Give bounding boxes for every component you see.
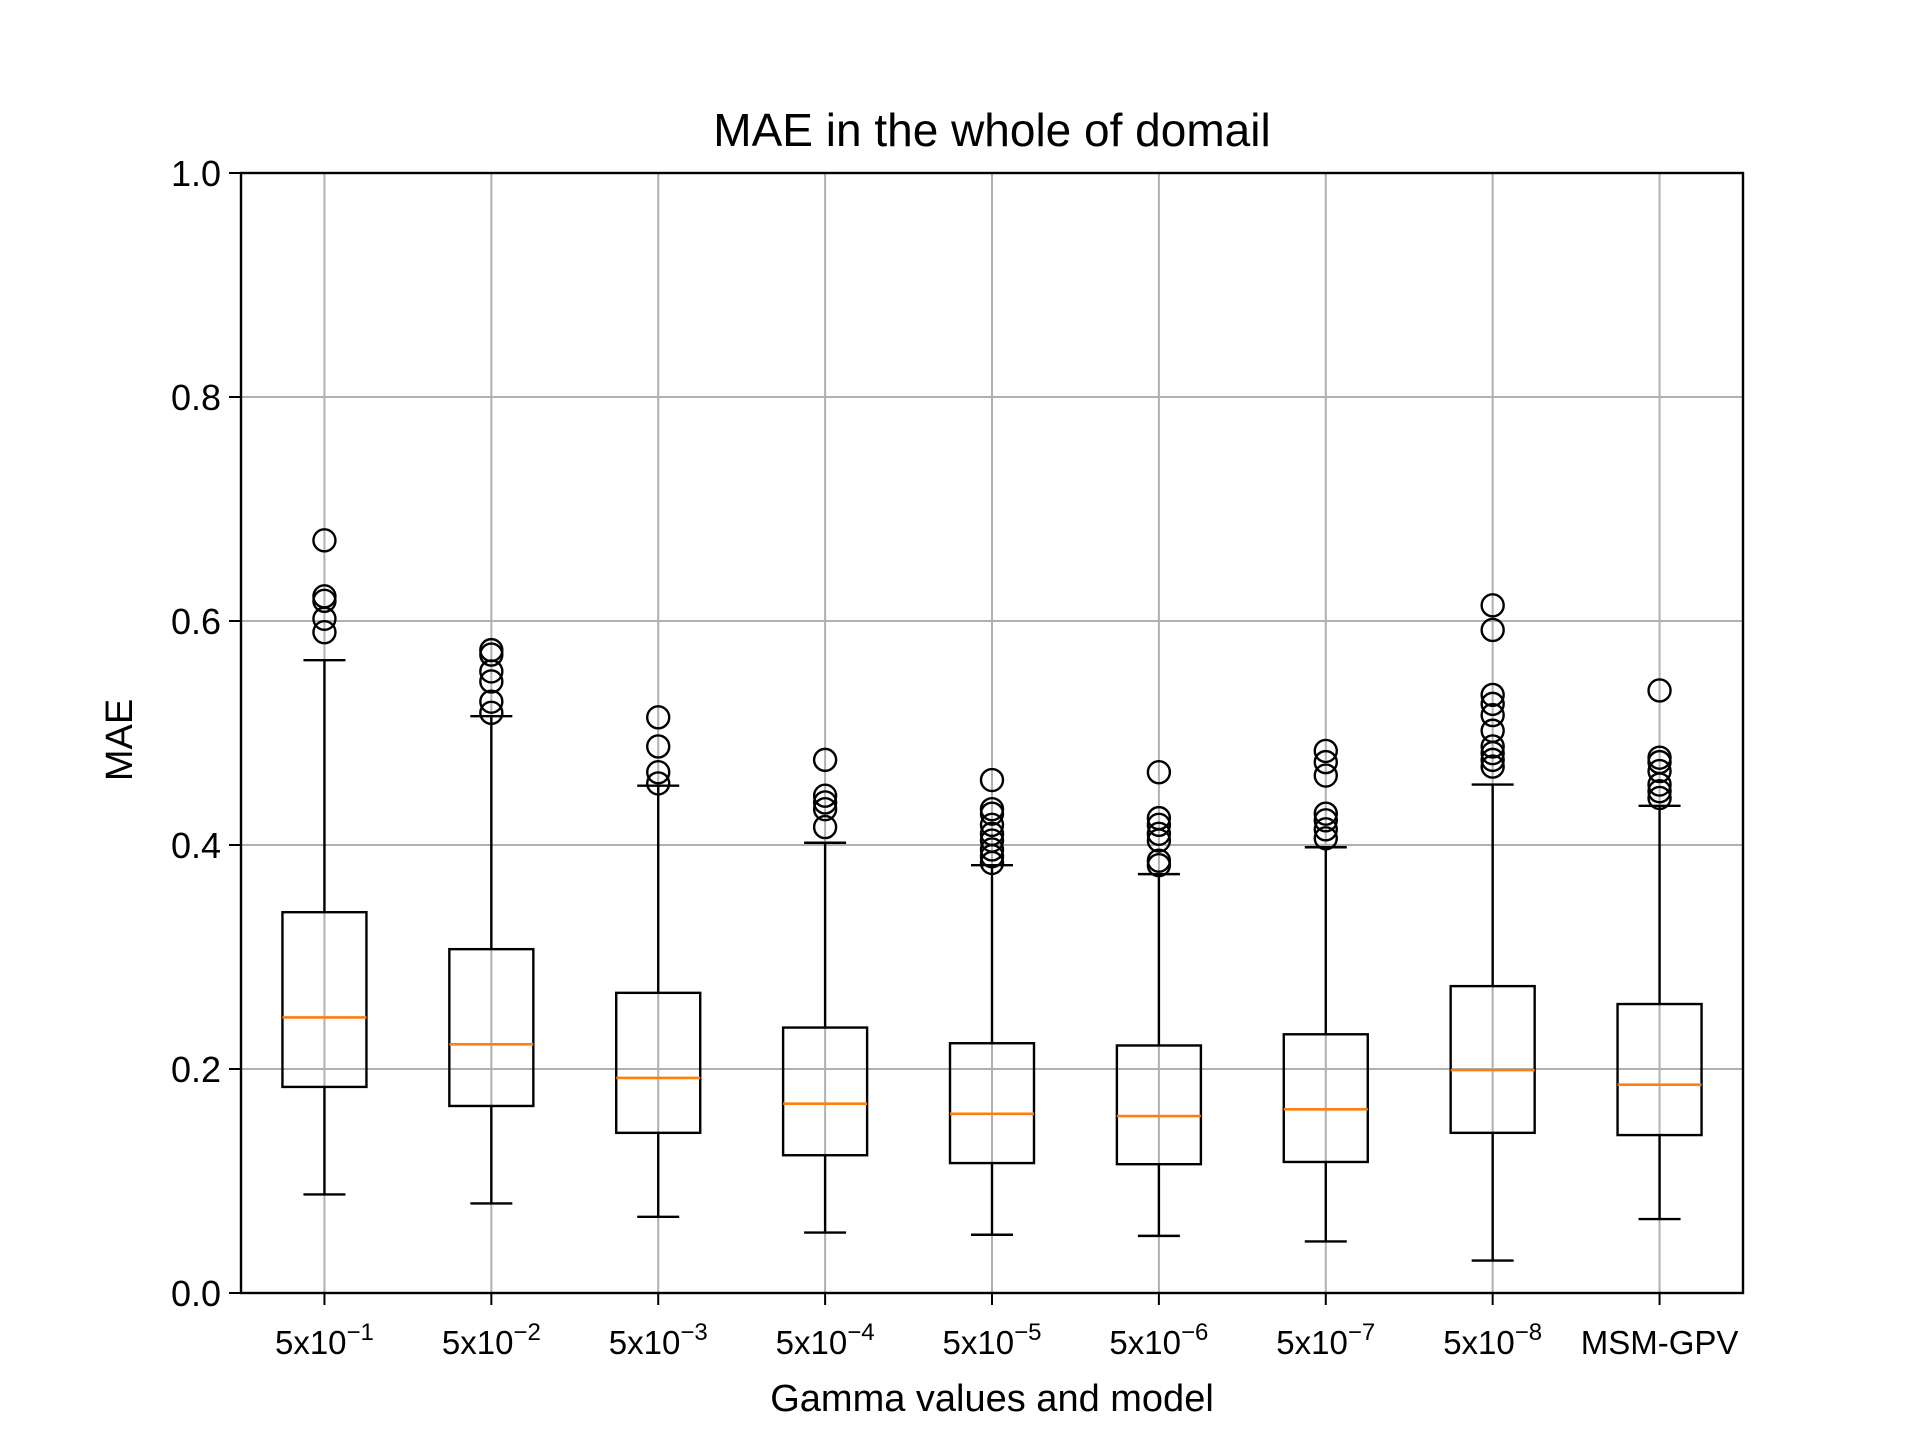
outlier-point xyxy=(646,705,671,730)
outlier-point xyxy=(1313,801,1338,826)
box-group xyxy=(615,705,702,1219)
box-group xyxy=(1115,760,1203,1238)
y-tick-label: 0.8 xyxy=(171,377,221,418)
outlier-point xyxy=(812,796,838,822)
outlier-point xyxy=(979,812,1005,838)
box-group xyxy=(781,747,869,1234)
outlier-point xyxy=(1480,718,1505,743)
outlier-point xyxy=(1647,678,1672,703)
outlier-point xyxy=(1480,617,1505,643)
y-tick-label: 0.0 xyxy=(171,1273,221,1314)
y-tick-label: 0.2 xyxy=(171,1049,221,1090)
box-group xyxy=(1449,593,1536,1262)
outlier-point xyxy=(646,760,671,785)
y-axis-label: MAE xyxy=(99,699,141,781)
outlier-point xyxy=(479,689,504,714)
outlier-point xyxy=(312,620,337,645)
y-tick-label: 0.6 xyxy=(171,601,221,642)
outlier-point xyxy=(1647,785,1672,811)
outlier-point xyxy=(312,584,337,609)
outlier-point xyxy=(1647,758,1672,784)
iqr-box xyxy=(948,1042,1036,1165)
outlier-point xyxy=(646,771,671,796)
iqr-box xyxy=(1616,1002,1703,1137)
outlier-point xyxy=(1480,682,1505,708)
outlier-point xyxy=(479,669,504,694)
outlier-point xyxy=(1146,805,1172,831)
iqr-box xyxy=(1115,1044,1203,1166)
box-group xyxy=(1282,738,1369,1243)
x-tick-label: 5x10−2 xyxy=(442,1319,541,1361)
outlier-point xyxy=(479,700,504,726)
outlier-point xyxy=(646,734,671,759)
x-tick-label: 5x10−1 xyxy=(275,1319,374,1361)
outlier-point xyxy=(1313,763,1338,788)
y-tick-label: 0.4 xyxy=(171,825,221,866)
x-tick-label: 5x10−4 xyxy=(776,1319,875,1361)
x-tick-label: MSM-GPV xyxy=(1581,1324,1739,1361)
outlier-point xyxy=(979,821,1005,846)
outlier-point xyxy=(1313,826,1338,851)
outlier-point xyxy=(1647,779,1672,804)
iqr-box xyxy=(1282,1033,1369,1164)
outlier-point xyxy=(812,790,838,815)
outlier-point xyxy=(812,747,838,773)
outlier-point xyxy=(1146,821,1172,846)
x-tick-label: 5x10−8 xyxy=(1443,1319,1542,1361)
y-tick-label: 1.0 xyxy=(171,153,221,194)
outlier-point xyxy=(1313,738,1338,764)
outlier-point xyxy=(1480,747,1505,773)
outlier-point xyxy=(1480,702,1505,728)
outlier-point xyxy=(979,767,1005,793)
outlier-point xyxy=(1313,808,1338,833)
outlier-point xyxy=(1480,734,1505,759)
outlier-point xyxy=(1146,760,1172,785)
chart-title: MAE in the whole of domail xyxy=(713,104,1270,156)
box-group xyxy=(1616,678,1703,1221)
box-group xyxy=(448,637,535,1205)
iqr-box xyxy=(448,947,535,1108)
x-tick-label: 5x10−5 xyxy=(943,1319,1042,1361)
outlier-point xyxy=(979,828,1005,853)
x-tick-label: 5x10−3 xyxy=(609,1319,708,1361)
outlier-point xyxy=(1647,745,1672,770)
outlier-point xyxy=(479,637,504,663)
iqr-box xyxy=(1449,984,1536,1135)
outlier-point xyxy=(312,528,337,553)
iqr-box xyxy=(781,1026,869,1157)
box-group xyxy=(281,528,368,1196)
x-tick-label: 5x10−6 xyxy=(1109,1319,1208,1361)
outlier-point xyxy=(812,783,838,808)
outlier-point xyxy=(1146,848,1172,873)
box-group xyxy=(948,767,1036,1236)
iqr-box xyxy=(615,991,702,1135)
outlier-point xyxy=(979,796,1005,822)
outlier-point xyxy=(1146,812,1172,838)
outlier-point xyxy=(812,814,838,840)
outlier-point xyxy=(979,837,1005,862)
outlier-point xyxy=(1313,817,1338,842)
x-tick-label: 5x10−7 xyxy=(1276,1319,1375,1361)
outlier-point xyxy=(1480,691,1505,717)
x-axis-label: Gamma values and model xyxy=(770,1378,1214,1420)
boxes xyxy=(281,528,1703,1262)
axis-ticks: 0.0 0.2 0.4 0.6 0.8 1.0 5x10−1 5x10−2 5x10−3 5x10… xyxy=(171,153,1738,1361)
outlier-point xyxy=(1313,749,1338,775)
outlier-point xyxy=(1480,593,1505,618)
outlier-point xyxy=(1480,754,1505,779)
iqr-box xyxy=(281,911,368,1089)
